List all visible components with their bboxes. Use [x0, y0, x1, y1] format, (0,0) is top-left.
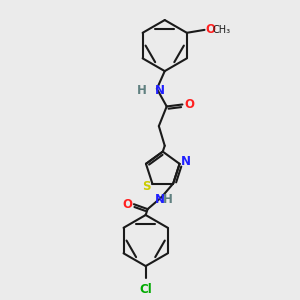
Text: O: O — [184, 98, 194, 111]
Text: N: N — [155, 84, 165, 97]
Text: Cl: Cl — [139, 283, 152, 296]
Text: CH₃: CH₃ — [212, 25, 230, 35]
Text: O: O — [206, 23, 215, 36]
Text: O: O — [122, 198, 132, 211]
Text: H: H — [163, 193, 173, 206]
Text: H: H — [137, 84, 147, 97]
Text: N: N — [154, 193, 164, 206]
Text: N: N — [181, 155, 190, 168]
Text: S: S — [142, 180, 151, 193]
